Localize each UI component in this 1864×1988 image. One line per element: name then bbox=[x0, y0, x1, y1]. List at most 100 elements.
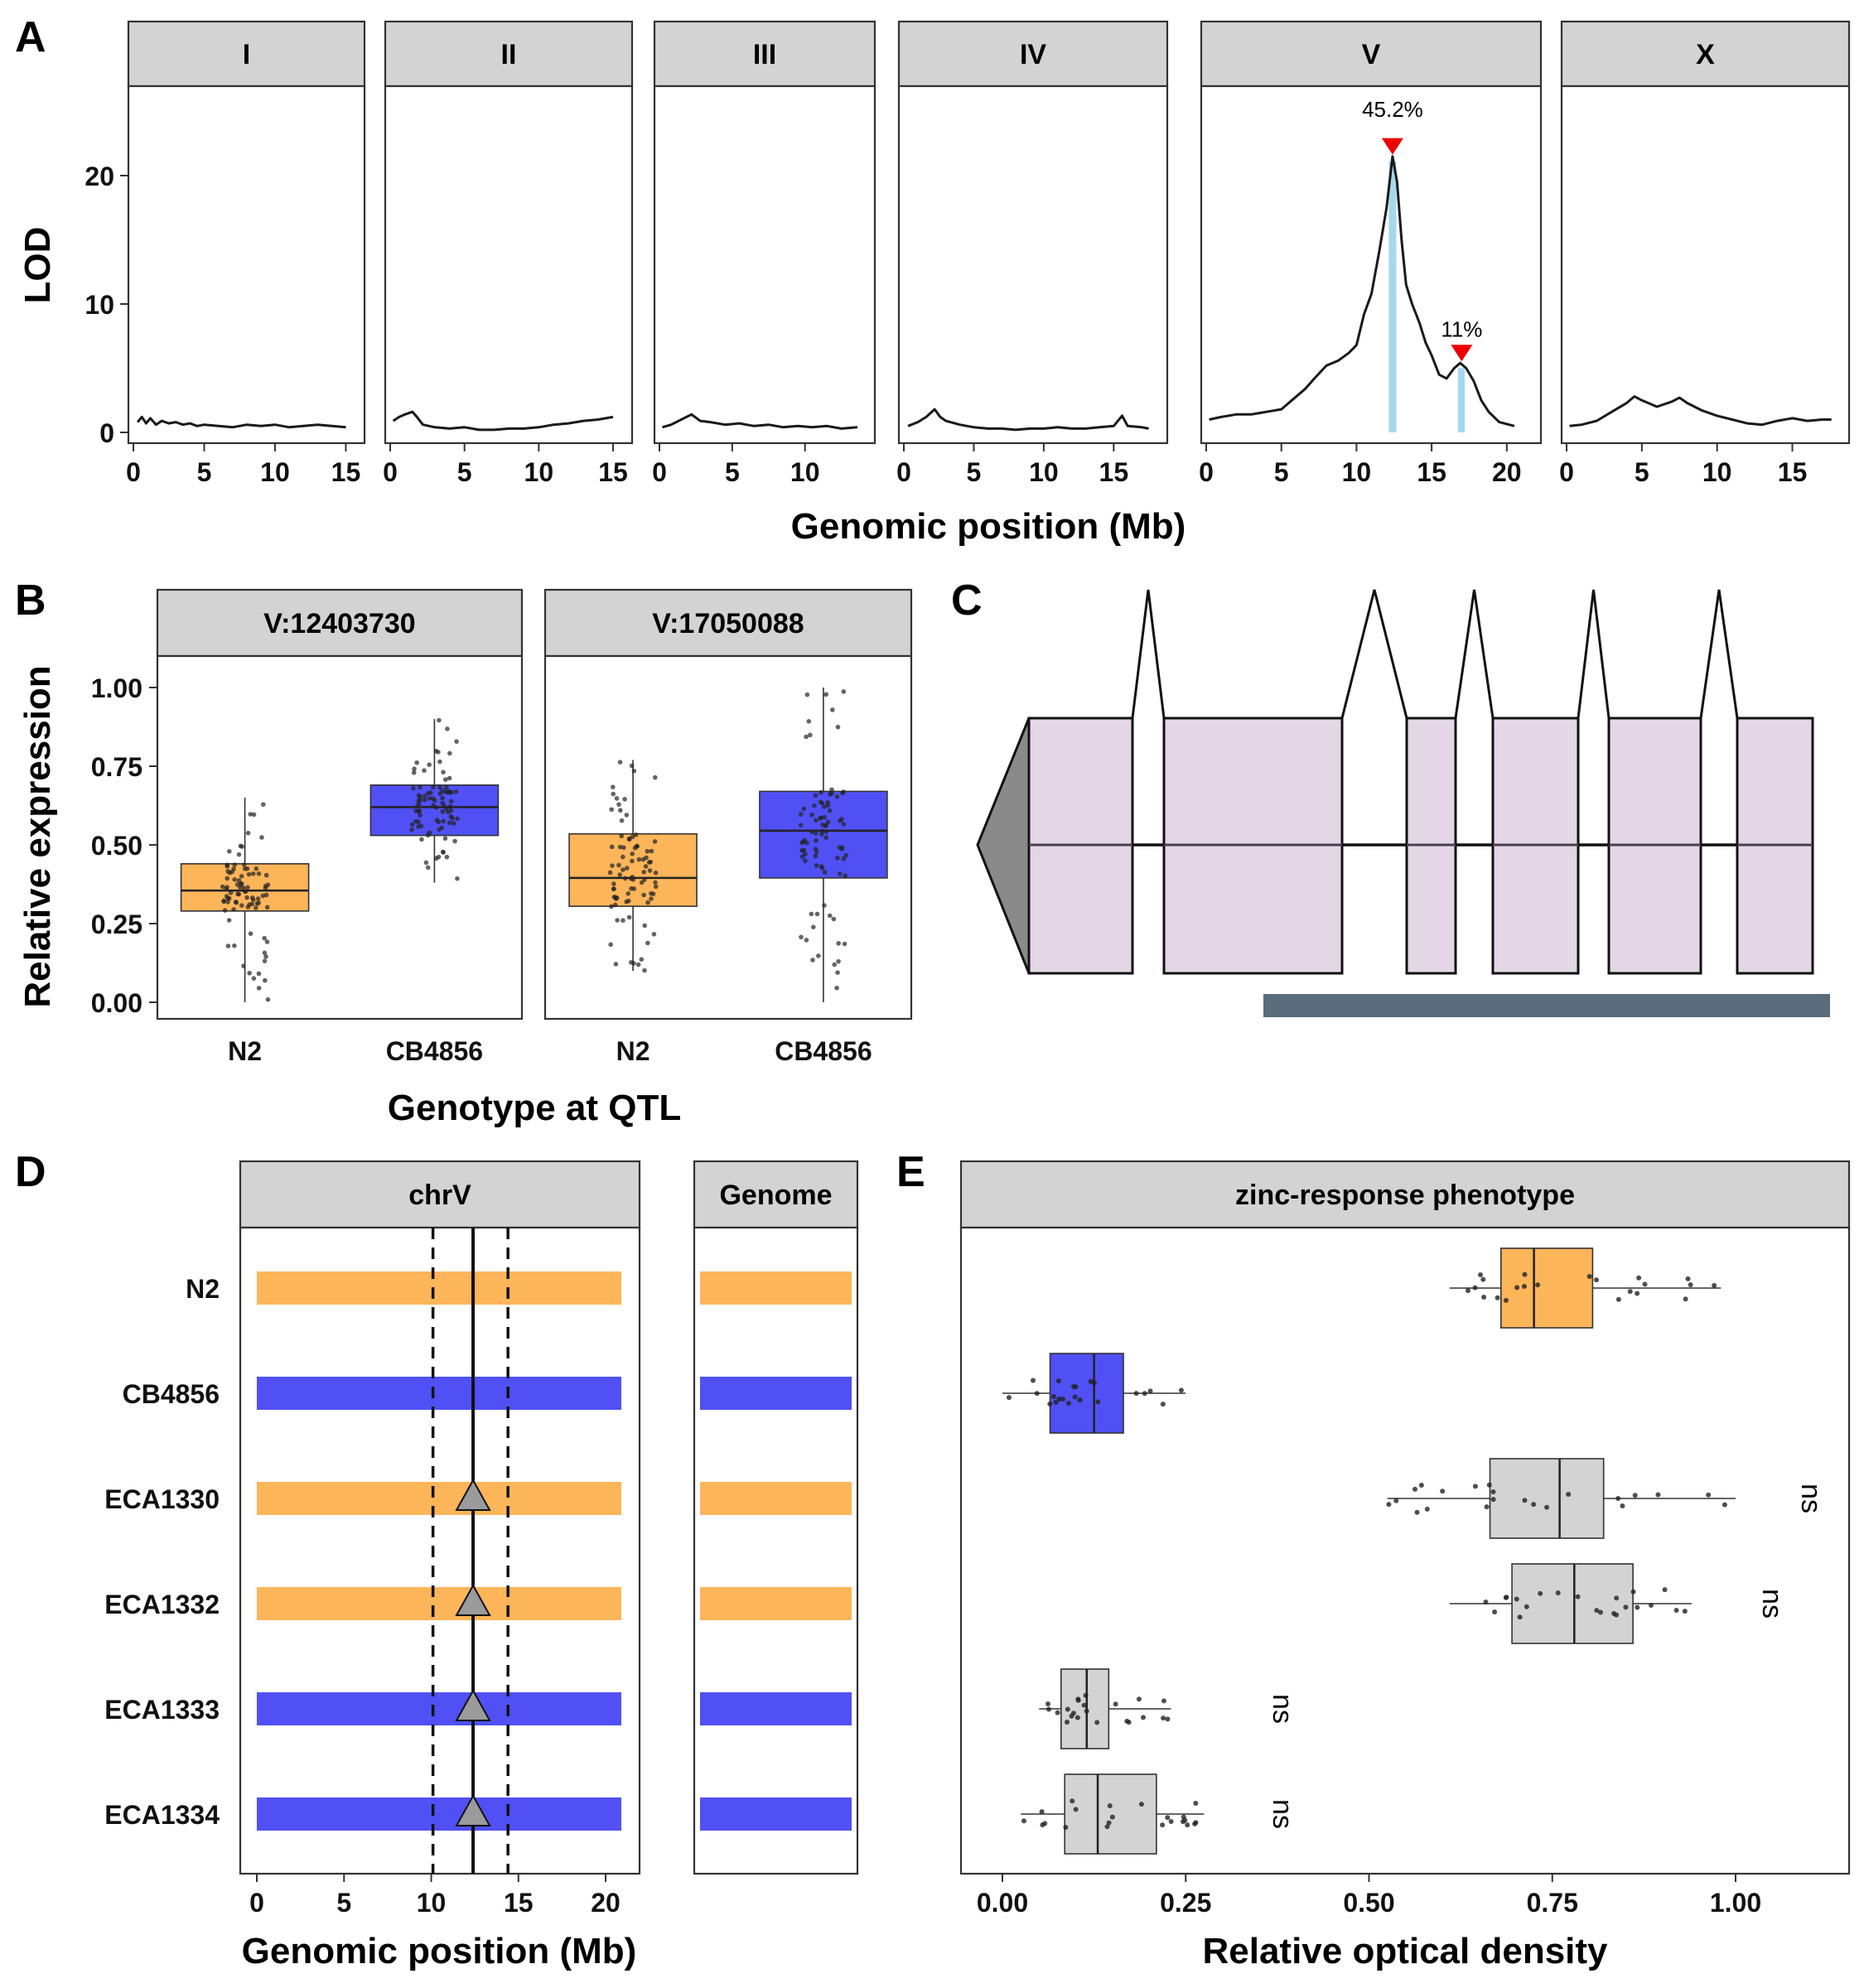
data-point bbox=[248, 931, 254, 936]
chromosome-bar-N2 bbox=[257, 1271, 621, 1305]
x-tick-label: 20 bbox=[1492, 457, 1522, 487]
data-point bbox=[431, 784, 436, 790]
data-point bbox=[262, 950, 268, 956]
data-point bbox=[1178, 1387, 1184, 1393]
data-point bbox=[427, 830, 432, 836]
data-point bbox=[814, 863, 819, 868]
data-point bbox=[611, 784, 616, 789]
data-point bbox=[256, 871, 262, 876]
strip-I-label: I bbox=[243, 39, 250, 70]
data-point bbox=[813, 853, 819, 859]
data-point bbox=[841, 856, 847, 861]
data-point bbox=[1160, 1402, 1166, 1407]
y-axis-title: LOD bbox=[17, 227, 58, 304]
data-point bbox=[822, 903, 827, 908]
data-point bbox=[241, 963, 246, 968]
data-point bbox=[843, 873, 847, 879]
data-point bbox=[832, 962, 838, 967]
data-point bbox=[246, 871, 252, 877]
region-bar bbox=[1263, 994, 1830, 1017]
x-axis-title: Genomic position (Mb) bbox=[242, 1931, 637, 1971]
chromosome-bar-ECA1333 bbox=[257, 1692, 621, 1725]
data-point bbox=[825, 803, 831, 808]
data-point bbox=[823, 829, 829, 834]
data-point bbox=[836, 958, 841, 964]
data-point bbox=[629, 763, 635, 769]
data-point bbox=[1614, 1595, 1620, 1601]
data-point bbox=[837, 845, 843, 850]
strip-chrv-label: chrV bbox=[408, 1180, 471, 1211]
data-point bbox=[609, 904, 614, 910]
data-point bbox=[1683, 1296, 1688, 1302]
x-tick-label: CB4856 bbox=[386, 1036, 483, 1066]
data-point bbox=[1081, 1702, 1087, 1708]
data-point bbox=[808, 732, 813, 738]
data-point bbox=[1064, 1720, 1070, 1725]
panel-c-gene-model bbox=[976, 589, 1830, 1017]
data-point bbox=[636, 856, 642, 862]
data-point bbox=[430, 796, 436, 801]
data-point bbox=[417, 808, 423, 813]
data-point bbox=[1060, 1397, 1065, 1402]
data-point bbox=[834, 794, 840, 799]
data-point bbox=[649, 848, 654, 854]
data-point bbox=[245, 905, 251, 910]
plot-frame-genome bbox=[693, 1226, 859, 1875]
data-point bbox=[827, 913, 833, 919]
panel-letter-c: C bbox=[951, 577, 983, 625]
data-point bbox=[418, 813, 423, 818]
data-point bbox=[1522, 1498, 1528, 1503]
data-point bbox=[244, 895, 249, 900]
data-point bbox=[1615, 1296, 1621, 1302]
data-point bbox=[647, 868, 653, 873]
data-point bbox=[225, 876, 230, 881]
data-point bbox=[652, 839, 658, 844]
y-tick-label: 0 bbox=[99, 418, 114, 448]
box-ECA1330 bbox=[1489, 1458, 1605, 1539]
data-point bbox=[262, 935, 267, 941]
data-point bbox=[239, 874, 244, 879]
data-point bbox=[1133, 1391, 1139, 1397]
lod-line-X bbox=[1569, 395, 1832, 427]
data-point bbox=[630, 858, 635, 864]
y-tick-label: 0.75 bbox=[91, 752, 142, 782]
data-point bbox=[256, 971, 262, 977]
data-point bbox=[1147, 1388, 1153, 1394]
genome-bar-ECA1330 bbox=[700, 1482, 852, 1515]
data-point bbox=[1161, 1698, 1166, 1704]
data-point bbox=[1555, 1590, 1561, 1596]
data-point bbox=[613, 962, 619, 967]
data-point bbox=[823, 835, 829, 840]
x-tick-label: 5 bbox=[457, 457, 472, 487]
data-point bbox=[799, 812, 804, 817]
data-point bbox=[1620, 1503, 1625, 1509]
data-point bbox=[232, 943, 237, 948]
data-point bbox=[828, 792, 833, 797]
data-point bbox=[804, 692, 810, 697]
data-point bbox=[1045, 1701, 1050, 1706]
data-point bbox=[238, 843, 244, 849]
data-point bbox=[806, 719, 812, 724]
x-tick-label: 10 bbox=[790, 457, 820, 487]
panel-b-expression-boxplots: V:12403730 N2 CB4856 V:17050088 N2 CB4856 0.00… bbox=[17, 588, 913, 1128]
data-point bbox=[244, 866, 250, 871]
data-point bbox=[1070, 1383, 1076, 1389]
x-tick-label: 0 bbox=[652, 457, 667, 487]
lod-line-III bbox=[662, 413, 858, 430]
x-tick-label: 10 bbox=[260, 457, 290, 487]
data-point bbox=[260, 893, 266, 899]
x-tick-label: CB4856 bbox=[775, 1036, 872, 1066]
data-point bbox=[419, 837, 424, 842]
x-tick-label: 0.50 bbox=[1343, 1888, 1394, 1918]
data-point bbox=[444, 854, 450, 860]
data-point bbox=[804, 734, 809, 740]
data-point bbox=[652, 774, 658, 780]
data-point bbox=[221, 899, 226, 905]
x-tick-label: 5 bbox=[197, 457, 212, 487]
lod-line-II bbox=[392, 410, 614, 432]
data-point bbox=[1051, 1394, 1057, 1400]
strip-V-label: V bbox=[1362, 39, 1381, 70]
data-point bbox=[418, 784, 423, 790]
plot-frame-V bbox=[1200, 84, 1543, 445]
intron-connector-5 bbox=[1699, 589, 1739, 719]
